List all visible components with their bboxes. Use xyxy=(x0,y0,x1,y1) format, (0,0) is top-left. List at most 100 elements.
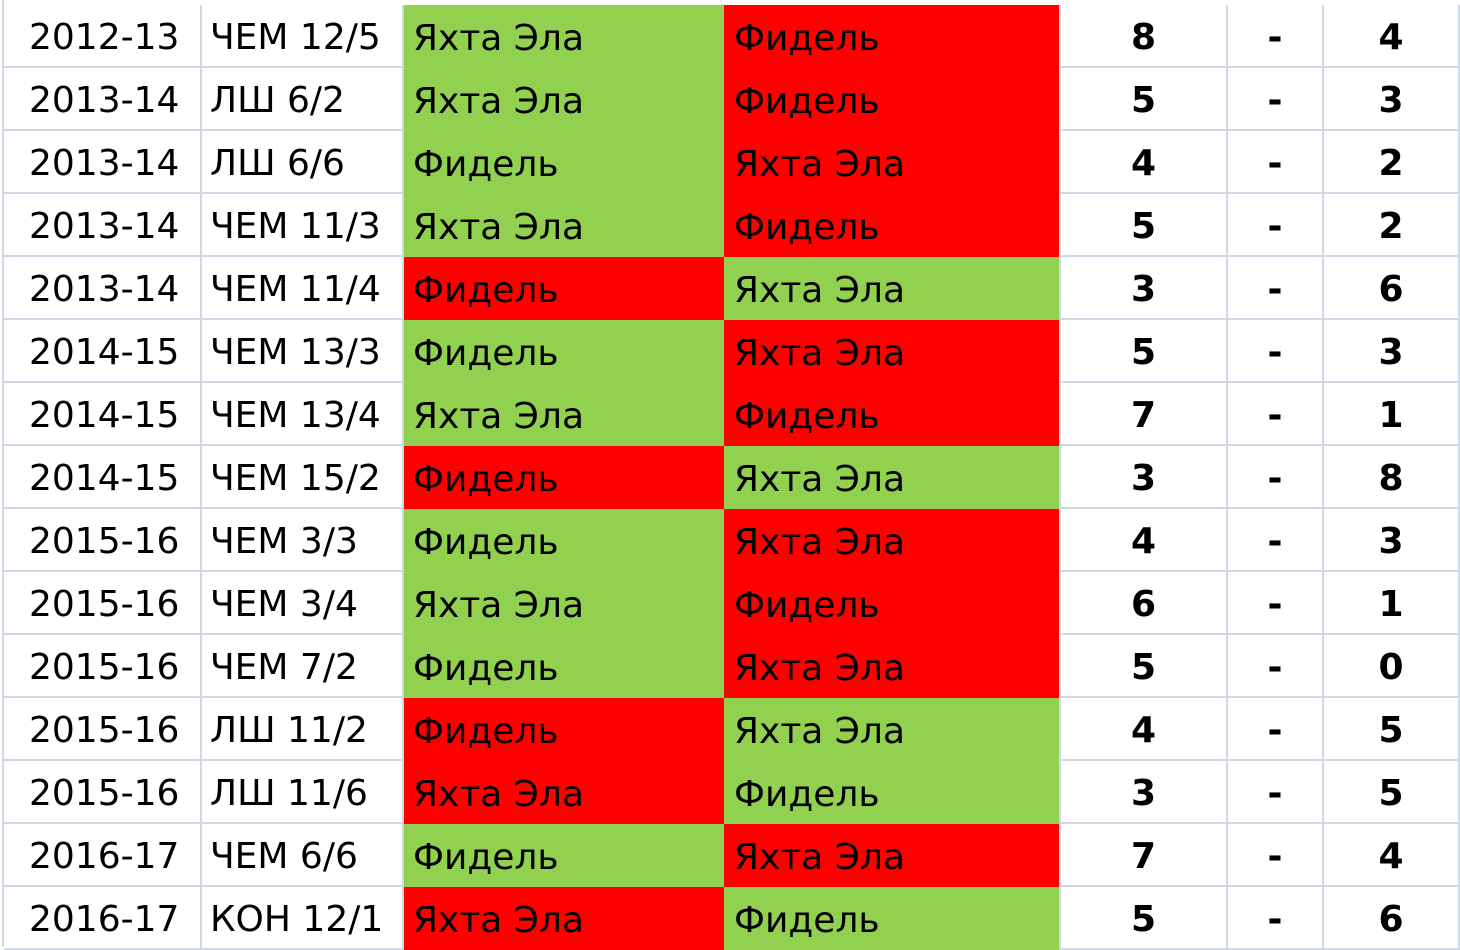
score-two-cell[interactable]: 2 xyxy=(1324,131,1460,194)
team-one-cell[interactable]: Фидель xyxy=(404,131,724,194)
score-separator-cell[interactable]: - xyxy=(1228,383,1324,446)
competition-cell[interactable]: ЧЕМ 7/2 xyxy=(202,635,404,698)
season-cell[interactable]: 2013-14 xyxy=(4,68,202,131)
score-separator-cell[interactable]: - xyxy=(1228,761,1324,824)
season-cell[interactable]: 2016-17 xyxy=(4,887,202,950)
team-two-cell[interactable]: Яхта Эла xyxy=(724,257,1061,320)
score-two-cell[interactable]: 4 xyxy=(1324,5,1460,68)
team-one-cell[interactable]: Яхта Эла xyxy=(404,761,724,824)
score-separator-cell[interactable]: - xyxy=(1228,572,1324,635)
team-two-cell[interactable]: Яхта Эла xyxy=(724,509,1061,572)
team-one-cell[interactable]: Яхта Эла xyxy=(404,68,724,131)
team-one-cell[interactable]: Яхта Эла xyxy=(404,194,724,257)
score-one-cell[interactable]: 7 xyxy=(1061,824,1228,887)
competition-cell[interactable]: ЛШ 11/2 xyxy=(202,698,404,761)
team-two-cell[interactable]: Фидель xyxy=(724,5,1061,68)
score-two-cell[interactable]: 4 xyxy=(1324,824,1460,887)
score-one-cell[interactable]: 5 xyxy=(1061,194,1228,257)
team-two-cell[interactable]: Яхта Эла xyxy=(724,824,1061,887)
score-one-cell[interactable]: 3 xyxy=(1061,446,1228,509)
score-one-cell[interactable]: 3 xyxy=(1061,257,1228,320)
season-cell[interactable]: 2014-15 xyxy=(4,446,202,509)
season-cell[interactable]: 2014-15 xyxy=(4,383,202,446)
score-separator-cell[interactable]: - xyxy=(1228,131,1324,194)
season-cell[interactable]: 2012-13 xyxy=(4,5,202,68)
score-two-cell[interactable]: 3 xyxy=(1324,68,1460,131)
score-two-cell[interactable]: 3 xyxy=(1324,509,1460,572)
competition-cell[interactable]: ЧЕМ 11/3 xyxy=(202,194,404,257)
score-one-cell[interactable]: 4 xyxy=(1061,698,1228,761)
competition-cell[interactable]: КОН 12/1 xyxy=(202,887,404,950)
team-two-cell[interactable]: Фидель xyxy=(724,68,1061,131)
competition-cell[interactable]: ЧЕМ 6/6 xyxy=(202,824,404,887)
season-cell[interactable]: 2013-14 xyxy=(4,257,202,320)
score-one-cell[interactable]: 7 xyxy=(1061,383,1228,446)
score-separator-cell[interactable]: - xyxy=(1228,320,1324,383)
season-cell[interactable]: 2015-16 xyxy=(4,509,202,572)
competition-cell[interactable]: ЧЕМ 13/3 xyxy=(202,320,404,383)
score-one-cell[interactable]: 3 xyxy=(1061,761,1228,824)
competition-cell[interactable]: ЛШ 11/6 xyxy=(202,761,404,824)
competition-cell[interactable]: ЧЕМ 15/2 xyxy=(202,446,404,509)
score-one-cell[interactable]: 8 xyxy=(1061,5,1228,68)
team-two-cell[interactable]: Фидель xyxy=(724,887,1061,950)
team-one-cell[interactable]: Фидель xyxy=(404,635,724,698)
score-two-cell[interactable]: 3 xyxy=(1324,320,1460,383)
team-two-cell[interactable]: Яхта Эла xyxy=(724,635,1061,698)
score-separator-cell[interactable]: - xyxy=(1228,257,1324,320)
team-two-cell[interactable]: Фидель xyxy=(724,572,1061,635)
team-two-cell[interactable]: Фидель xyxy=(724,383,1061,446)
season-cell[interactable]: 2015-16 xyxy=(4,635,202,698)
score-one-cell[interactable]: 4 xyxy=(1061,509,1228,572)
score-two-cell[interactable]: 8 xyxy=(1324,446,1460,509)
competition-cell[interactable]: ЧЕМ 13/4 xyxy=(202,383,404,446)
score-one-cell[interactable]: 5 xyxy=(1061,320,1228,383)
team-two-cell[interactable]: Фидель xyxy=(724,194,1061,257)
score-two-cell[interactable]: 6 xyxy=(1324,257,1460,320)
season-cell[interactable]: 2015-16 xyxy=(4,698,202,761)
score-separator-cell[interactable]: - xyxy=(1228,68,1324,131)
team-two-cell[interactable]: Яхта Эла xyxy=(724,698,1061,761)
team-one-cell[interactable]: Фидель xyxy=(404,698,724,761)
competition-cell[interactable]: ЛШ 6/6 xyxy=(202,131,404,194)
season-cell[interactable]: 2015-16 xyxy=(4,572,202,635)
competition-cell[interactable]: ЧЕМ 3/4 xyxy=(202,572,404,635)
season-cell[interactable]: 2015-16 xyxy=(4,761,202,824)
team-two-cell[interactable]: Фидель xyxy=(724,761,1061,824)
score-one-cell[interactable]: 6 xyxy=(1061,572,1228,635)
team-two-cell[interactable]: Яхта Эла xyxy=(724,320,1061,383)
team-one-cell[interactable]: Фидель xyxy=(404,320,724,383)
season-cell[interactable]: 2013-14 xyxy=(4,194,202,257)
score-one-cell[interactable]: 5 xyxy=(1061,887,1228,950)
score-separator-cell[interactable]: - xyxy=(1228,698,1324,761)
competition-cell[interactable]: ЛШ 6/2 xyxy=(202,68,404,131)
score-one-cell[interactable]: 5 xyxy=(1061,68,1228,131)
score-separator-cell[interactable]: - xyxy=(1228,635,1324,698)
team-one-cell[interactable]: Яхта Эла xyxy=(404,572,724,635)
season-cell[interactable]: 2013-14 xyxy=(4,131,202,194)
team-one-cell[interactable]: Яхта Эла xyxy=(404,887,724,950)
team-one-cell[interactable]: Фидель xyxy=(404,257,724,320)
score-separator-cell[interactable]: - xyxy=(1228,446,1324,509)
team-one-cell[interactable]: Яхта Эла xyxy=(404,383,724,446)
team-two-cell[interactable]: Яхта Эла xyxy=(724,446,1061,509)
competition-cell[interactable]: ЧЕМ 12/5 xyxy=(202,5,404,68)
season-cell[interactable]: 2016-17 xyxy=(4,824,202,887)
team-one-cell[interactable]: Яхта Эла xyxy=(404,5,724,68)
score-separator-cell[interactable]: - xyxy=(1228,509,1324,572)
score-separator-cell[interactable]: - xyxy=(1228,194,1324,257)
score-separator-cell[interactable]: - xyxy=(1228,887,1324,950)
score-two-cell[interactable]: 2 xyxy=(1324,194,1460,257)
score-one-cell[interactable]: 5 xyxy=(1061,635,1228,698)
score-two-cell[interactable]: 1 xyxy=(1324,383,1460,446)
team-one-cell[interactable]: Фидель xyxy=(404,509,724,572)
score-two-cell[interactable]: 6 xyxy=(1324,887,1460,950)
competition-cell[interactable]: ЧЕМ 3/3 xyxy=(202,509,404,572)
score-one-cell[interactable]: 4 xyxy=(1061,131,1228,194)
competition-cell[interactable]: ЧЕМ 11/4 xyxy=(202,257,404,320)
score-separator-cell[interactable]: - xyxy=(1228,824,1324,887)
score-two-cell[interactable]: 1 xyxy=(1324,572,1460,635)
team-one-cell[interactable]: Фидель xyxy=(404,824,724,887)
score-two-cell[interactable]: 0 xyxy=(1324,635,1460,698)
season-cell[interactable]: 2014-15 xyxy=(4,320,202,383)
